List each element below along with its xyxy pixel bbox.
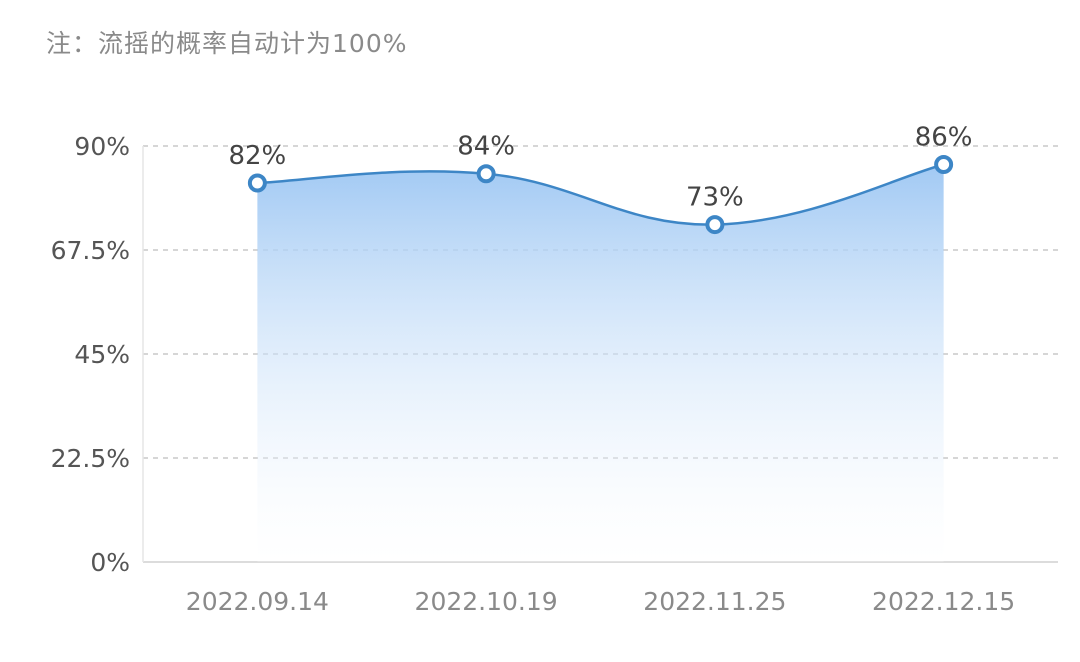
area-fill [257, 164, 944, 562]
data-point [934, 154, 954, 174]
data-label: 84% [457, 132, 515, 162]
data-point [247, 173, 267, 193]
y-tick-label: 22.5% [51, 444, 130, 473]
y-tick-label: 0% [90, 548, 130, 577]
y-tick-label: 67.5% [51, 236, 130, 265]
x-tick-label: 2022.11.25 [643, 587, 786, 616]
data-label: 73% [686, 183, 744, 213]
x-tick-label: 2022.09.14 [186, 587, 329, 616]
y-tick-label: 90% [74, 132, 130, 161]
data-label: 82% [228, 141, 286, 171]
x-tick-label: 2022.10.19 [415, 587, 558, 616]
data-point [705, 215, 725, 235]
chart-note: 注：流摇的概率自动计为100% [46, 29, 408, 58]
data-label: 86% [915, 122, 973, 152]
area-series [257, 163, 944, 562]
data-markers: 82% 84% 73% 86% [228, 122, 973, 235]
series-line [257, 163, 944, 226]
y-axis: 0% 22.5% 45% 67.5% 90% [51, 132, 130, 577]
x-axis: 2022.09.14 2022.10.19 2022.11.25 2022.12.15 [186, 587, 1015, 616]
x-tick-label: 2022.12.15 [872, 587, 1015, 616]
data-point [476, 164, 496, 184]
y-tick-label: 45% [74, 340, 130, 369]
